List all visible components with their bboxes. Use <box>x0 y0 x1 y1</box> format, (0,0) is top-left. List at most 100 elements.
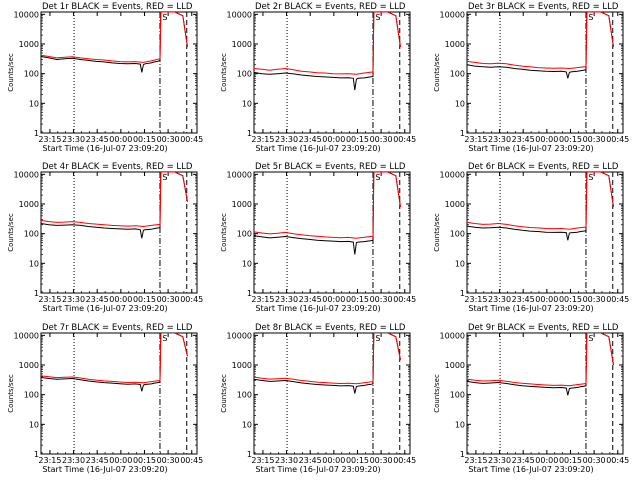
x-tick-label: 23:30 <box>275 135 298 144</box>
x-tick-label: 00:45 <box>180 135 203 144</box>
y-axis-label: Counts/sec <box>433 53 441 92</box>
y-tick-label: 1 <box>34 450 39 459</box>
y-tick-label: 100 <box>237 391 252 400</box>
chart-title: Det 5r BLACK = Events, RED = LLD <box>255 162 406 172</box>
series-lld-line <box>254 333 401 385</box>
x-tick-label: 00:15 <box>559 456 582 465</box>
panel-4: Det 4r BLACK = Events, RED = LLD 1 10 100 10… <box>7 162 203 313</box>
plot-frame <box>253 171 411 294</box>
x-tick-label: 23:15 <box>38 295 61 304</box>
y-tick-label: 100 <box>450 230 465 239</box>
x-tick-label: 00:00 <box>109 135 132 144</box>
chart-title: Det 8r BLACK = Events, RED = LLD <box>255 323 406 333</box>
x-tick-label: 23:30 <box>488 295 511 304</box>
y-tick-label: 100 <box>24 230 39 239</box>
y-tick-label: 100 <box>450 391 465 400</box>
series-events-line <box>41 172 188 239</box>
x-tick-label: 00:30 <box>583 135 606 144</box>
x-tick-label: 00:00 <box>109 456 132 465</box>
series-events-line <box>467 333 614 396</box>
series-lld-line <box>41 12 188 63</box>
s-marker-label: S <box>162 334 167 343</box>
x-tick-label: 23:15 <box>251 135 274 144</box>
plot-frame <box>40 171 198 294</box>
y-tick-label: 100 <box>24 391 39 400</box>
y-axis-label: Counts/sec <box>433 374 441 413</box>
y-tick-label: 1000 <box>19 200 39 209</box>
x-tick-label: 00:15 <box>133 295 156 304</box>
x-tick-label: 00:15 <box>346 456 369 465</box>
y-axis-label: Counts/sec <box>7 213 15 252</box>
plot-frame <box>253 11 411 134</box>
x-tick-label: 23:30 <box>275 295 298 304</box>
x-tick-label: 23:15 <box>251 295 274 304</box>
plot-frame <box>40 332 198 455</box>
chart-title: Det 4r BLACK = Events, RED = LLD <box>42 162 193 172</box>
x-tick-label: 23:45 <box>299 295 322 304</box>
x-tick-label: 00:15 <box>559 295 582 304</box>
x-axis-label: Start Time (16-Jul-07 23:09:20) <box>255 465 380 474</box>
x-tick-label: 23:15 <box>464 456 487 465</box>
y-tick-label: 10 <box>29 259 39 268</box>
x-tick-label: 00:30 <box>583 295 606 304</box>
s-marker-label: S <box>162 13 167 22</box>
s-marker-label: S <box>162 173 167 182</box>
panel-5: Det 5r BLACK = Events, RED = LLD 1 10 100 10… <box>220 162 416 313</box>
series-events-line <box>467 172 614 241</box>
x-tick-label: 00:15 <box>346 135 369 144</box>
y-tick-label: 1 <box>460 289 465 298</box>
x-tick-label: 00:15 <box>346 295 369 304</box>
y-tick-label: 1000 <box>445 361 465 370</box>
x-tick-label: 00:45 <box>606 295 629 304</box>
x-axis-label: Start Time (16-Jul-07 23:09:20) <box>42 465 167 474</box>
y-tick-label: 1000 <box>19 361 39 370</box>
x-tick-label: 23:30 <box>62 456 85 465</box>
y-tick-label: 10000 <box>440 170 465 179</box>
x-tick-label: 23:45 <box>512 295 535 304</box>
x-tick-label: 00:15 <box>133 456 156 465</box>
series-lld-line <box>41 172 188 228</box>
series-events-line <box>41 12 188 73</box>
y-axis-label: Counts/sec <box>7 53 15 92</box>
y-tick-label: 10000 <box>227 331 252 340</box>
y-tick-label: 10000 <box>227 10 252 19</box>
x-tick-label: 00:00 <box>109 295 132 304</box>
x-tick-label: 23:30 <box>488 135 511 144</box>
y-tick-label: 10000 <box>227 170 252 179</box>
plot-frame <box>466 171 624 294</box>
s-marker-label: S <box>375 173 380 182</box>
y-tick-label: 1 <box>460 450 465 459</box>
panel-3: Det 3r BLACK = Events, RED = LLD 1 10 100 10… <box>433 2 629 153</box>
plot-frame <box>40 11 198 134</box>
x-tick-label: 00:00 <box>322 295 345 304</box>
panel-9: Det 9r BLACK = Events, RED = LLD 1 10 100 10… <box>433 323 629 474</box>
x-tick-label: 23:15 <box>38 135 61 144</box>
panel-6: Det 6r BLACK = Events, RED = LLD 1 10 100 10… <box>433 162 629 313</box>
y-tick-label: 10 <box>455 259 465 268</box>
x-tick-label: 23:45 <box>86 135 109 144</box>
y-tick-label: 1 <box>247 289 252 298</box>
series-events-line <box>254 172 401 255</box>
series-lld-line <box>254 172 401 239</box>
s-marker-label: S <box>588 13 593 22</box>
y-tick-label: 1000 <box>232 200 252 209</box>
x-tick-label: 00:00 <box>322 456 345 465</box>
y-tick-label: 10000 <box>440 331 465 340</box>
plot-frame <box>253 332 411 455</box>
x-tick-label: 00:45 <box>180 456 203 465</box>
y-tick-label: 10000 <box>14 170 39 179</box>
x-tick-label: 00:30 <box>157 456 180 465</box>
y-tick-label: 10 <box>242 99 252 108</box>
y-tick-label: 10000 <box>14 10 39 19</box>
x-tick-label: 00:30 <box>157 135 180 144</box>
y-tick-label: 10 <box>242 259 252 268</box>
panel-7: Det 7r BLACK = Events, RED = LLD 1 10 100 10… <box>7 323 203 474</box>
x-tick-label: 23:30 <box>62 135 85 144</box>
y-tick-label: 100 <box>24 70 39 79</box>
x-tick-label: 00:30 <box>157 295 180 304</box>
series-events-line <box>467 12 614 79</box>
x-axis-label: Start Time (16-Jul-07 23:09:20) <box>255 144 380 153</box>
s-marker-label: S <box>375 334 380 343</box>
x-tick-label: 00:00 <box>535 456 558 465</box>
